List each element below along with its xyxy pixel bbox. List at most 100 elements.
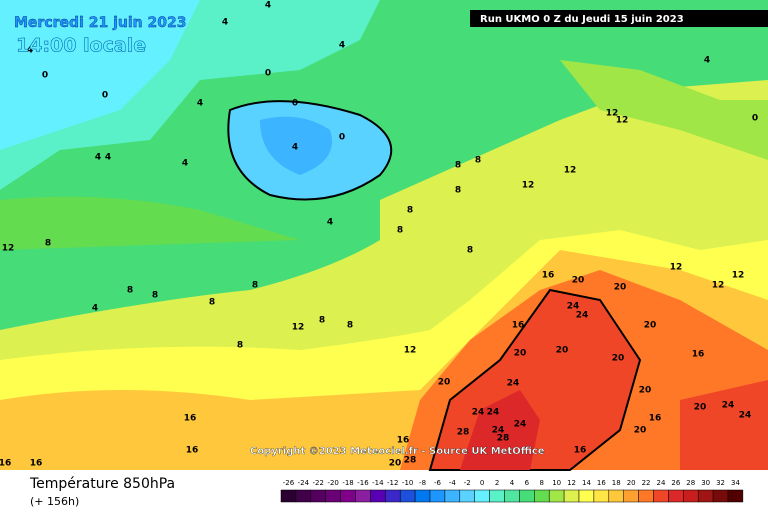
contour-label: 16 <box>184 414 197 424</box>
legend-label: -24 <box>298 479 310 487</box>
map-background <box>0 0 768 471</box>
contour-label: 16 <box>0 459 11 469</box>
legend-label: 32 <box>716 479 725 487</box>
contour-label: 0 <box>265 69 271 79</box>
legend-swatch <box>638 489 654 503</box>
legend-label: 28 <box>686 479 695 487</box>
legend-swatch <box>548 489 565 503</box>
legend-label: 14 <box>582 479 591 487</box>
contour-label: 8 <box>209 298 215 308</box>
contour-label: 4 <box>222 18 228 28</box>
legend-swatch <box>385 489 401 503</box>
legend-label: -16 <box>357 479 369 487</box>
legend-label: 12 <box>567 479 576 487</box>
legend-swatch <box>727 489 744 503</box>
contour-label: 8 <box>347 321 353 331</box>
contour-label: 8 <box>455 161 461 171</box>
contour-label: 20 <box>572 276 585 286</box>
contour-label: 4 <box>197 99 203 109</box>
contour-label: 12 <box>564 166 577 176</box>
legend-label: 26 <box>671 479 680 487</box>
contour-label: 16 <box>186 446 199 456</box>
legend-label: -8 <box>419 479 426 487</box>
contour-label: 24 <box>567 302 580 312</box>
legend-label: 2 <box>495 479 499 487</box>
legend-swatch <box>623 489 639 503</box>
legend-swatch <box>519 489 535 503</box>
legend-label: 16 <box>597 479 606 487</box>
legend-label: -10 <box>402 479 413 487</box>
contour-label: 16 <box>397 436 410 446</box>
color-legend: -26 -24 -22 -20 -18 -16 -14 -12 -10 -8 -6 -4 -2 0 2 4 6 8… <box>280 479 744 503</box>
contour-label: 16 <box>692 350 705 360</box>
contour-label: 20 <box>389 459 402 469</box>
contour-label: 12 <box>522 181 535 191</box>
legend-swatch <box>310 489 326 503</box>
contour-label: 8 <box>319 316 325 326</box>
legend-swatch <box>325 489 341 503</box>
contour-label: 4 <box>704 56 710 66</box>
legend-swatch <box>474 489 490 503</box>
contour-label: 24 <box>739 411 752 421</box>
legend-swatch <box>504 489 520 503</box>
legend-swatch <box>370 489 386 503</box>
contour-label: 8 <box>455 186 461 196</box>
contour-label: 20 <box>438 378 451 388</box>
contour-label: 20 <box>614 283 627 293</box>
contour-label: 24 <box>492 426 505 436</box>
contour-label: 12 <box>670 263 683 273</box>
legend-swatch <box>489 489 505 503</box>
contour-label: 8 <box>45 239 51 249</box>
contour-label: 4 <box>339 41 345 51</box>
legend-swatch <box>355 489 371 503</box>
legend-swatch <box>697 489 714 503</box>
contour-label: 24 <box>487 408 500 418</box>
date-title: Mercredi 21 juin 2023 <box>14 15 186 31</box>
contour-label: 4 <box>292 143 298 153</box>
contour-label: 28 <box>497 434 510 444</box>
legend-label: 0 <box>480 479 484 487</box>
run-info: Run UKMO 0 Z du Jeudi 15 juin 2023 <box>480 14 684 25</box>
legend-swatch <box>444 489 461 503</box>
contour-label: 0 <box>42 71 48 81</box>
legend-swatch <box>712 489 729 503</box>
legend-swatch <box>683 489 699 503</box>
run-banner <box>470 10 768 27</box>
legend-label: -20 <box>327 479 338 487</box>
legend-swatch <box>593 489 610 503</box>
contour-label: 8 <box>407 206 413 216</box>
legend-swatch <box>295 489 312 503</box>
legend-label: 24 <box>656 479 665 487</box>
legend-label: -6 <box>434 479 442 487</box>
contour-label: 20 <box>612 354 625 364</box>
contour-label: 12 <box>404 346 417 356</box>
contour-label: 24 <box>507 379 520 389</box>
legend-label: -4 <box>449 479 457 487</box>
contour-label: 0 <box>752 114 758 124</box>
contour-label: 4 <box>265 1 271 11</box>
contour-label: 4 <box>327 218 333 228</box>
legend-swatch <box>280 489 297 503</box>
contour-label: 16 <box>30 459 43 469</box>
legend-label: -14 <box>372 479 384 487</box>
legend-label: 22 <box>642 479 651 487</box>
contour-label: 24 <box>576 311 589 321</box>
legend-swatch <box>668 489 684 503</box>
local-time: 14:00 locale <box>16 35 146 57</box>
contour-label: 4 <box>27 46 33 56</box>
contour-label: 12 <box>292 323 305 333</box>
contour-label: 12 <box>616 116 629 126</box>
variable-name: Température 850hPa <box>29 476 175 492</box>
contour-label: 28 <box>404 456 417 466</box>
contour-label: 8 <box>237 341 243 351</box>
contour-label: 20 <box>694 403 707 413</box>
contour-label: 16 <box>512 321 525 331</box>
legend-label: 30 <box>701 479 710 487</box>
contour-label: 24 <box>472 408 485 418</box>
contour-label: 20 <box>634 426 647 436</box>
copyright: Copyright ©2023 Meteociel.fr - Source UK… <box>250 446 545 457</box>
contour-label: 28 <box>457 428 470 438</box>
contour-label: 8 <box>475 156 481 166</box>
contour-label: 12 <box>732 271 745 281</box>
contour-label: 4 <box>105 153 111 163</box>
